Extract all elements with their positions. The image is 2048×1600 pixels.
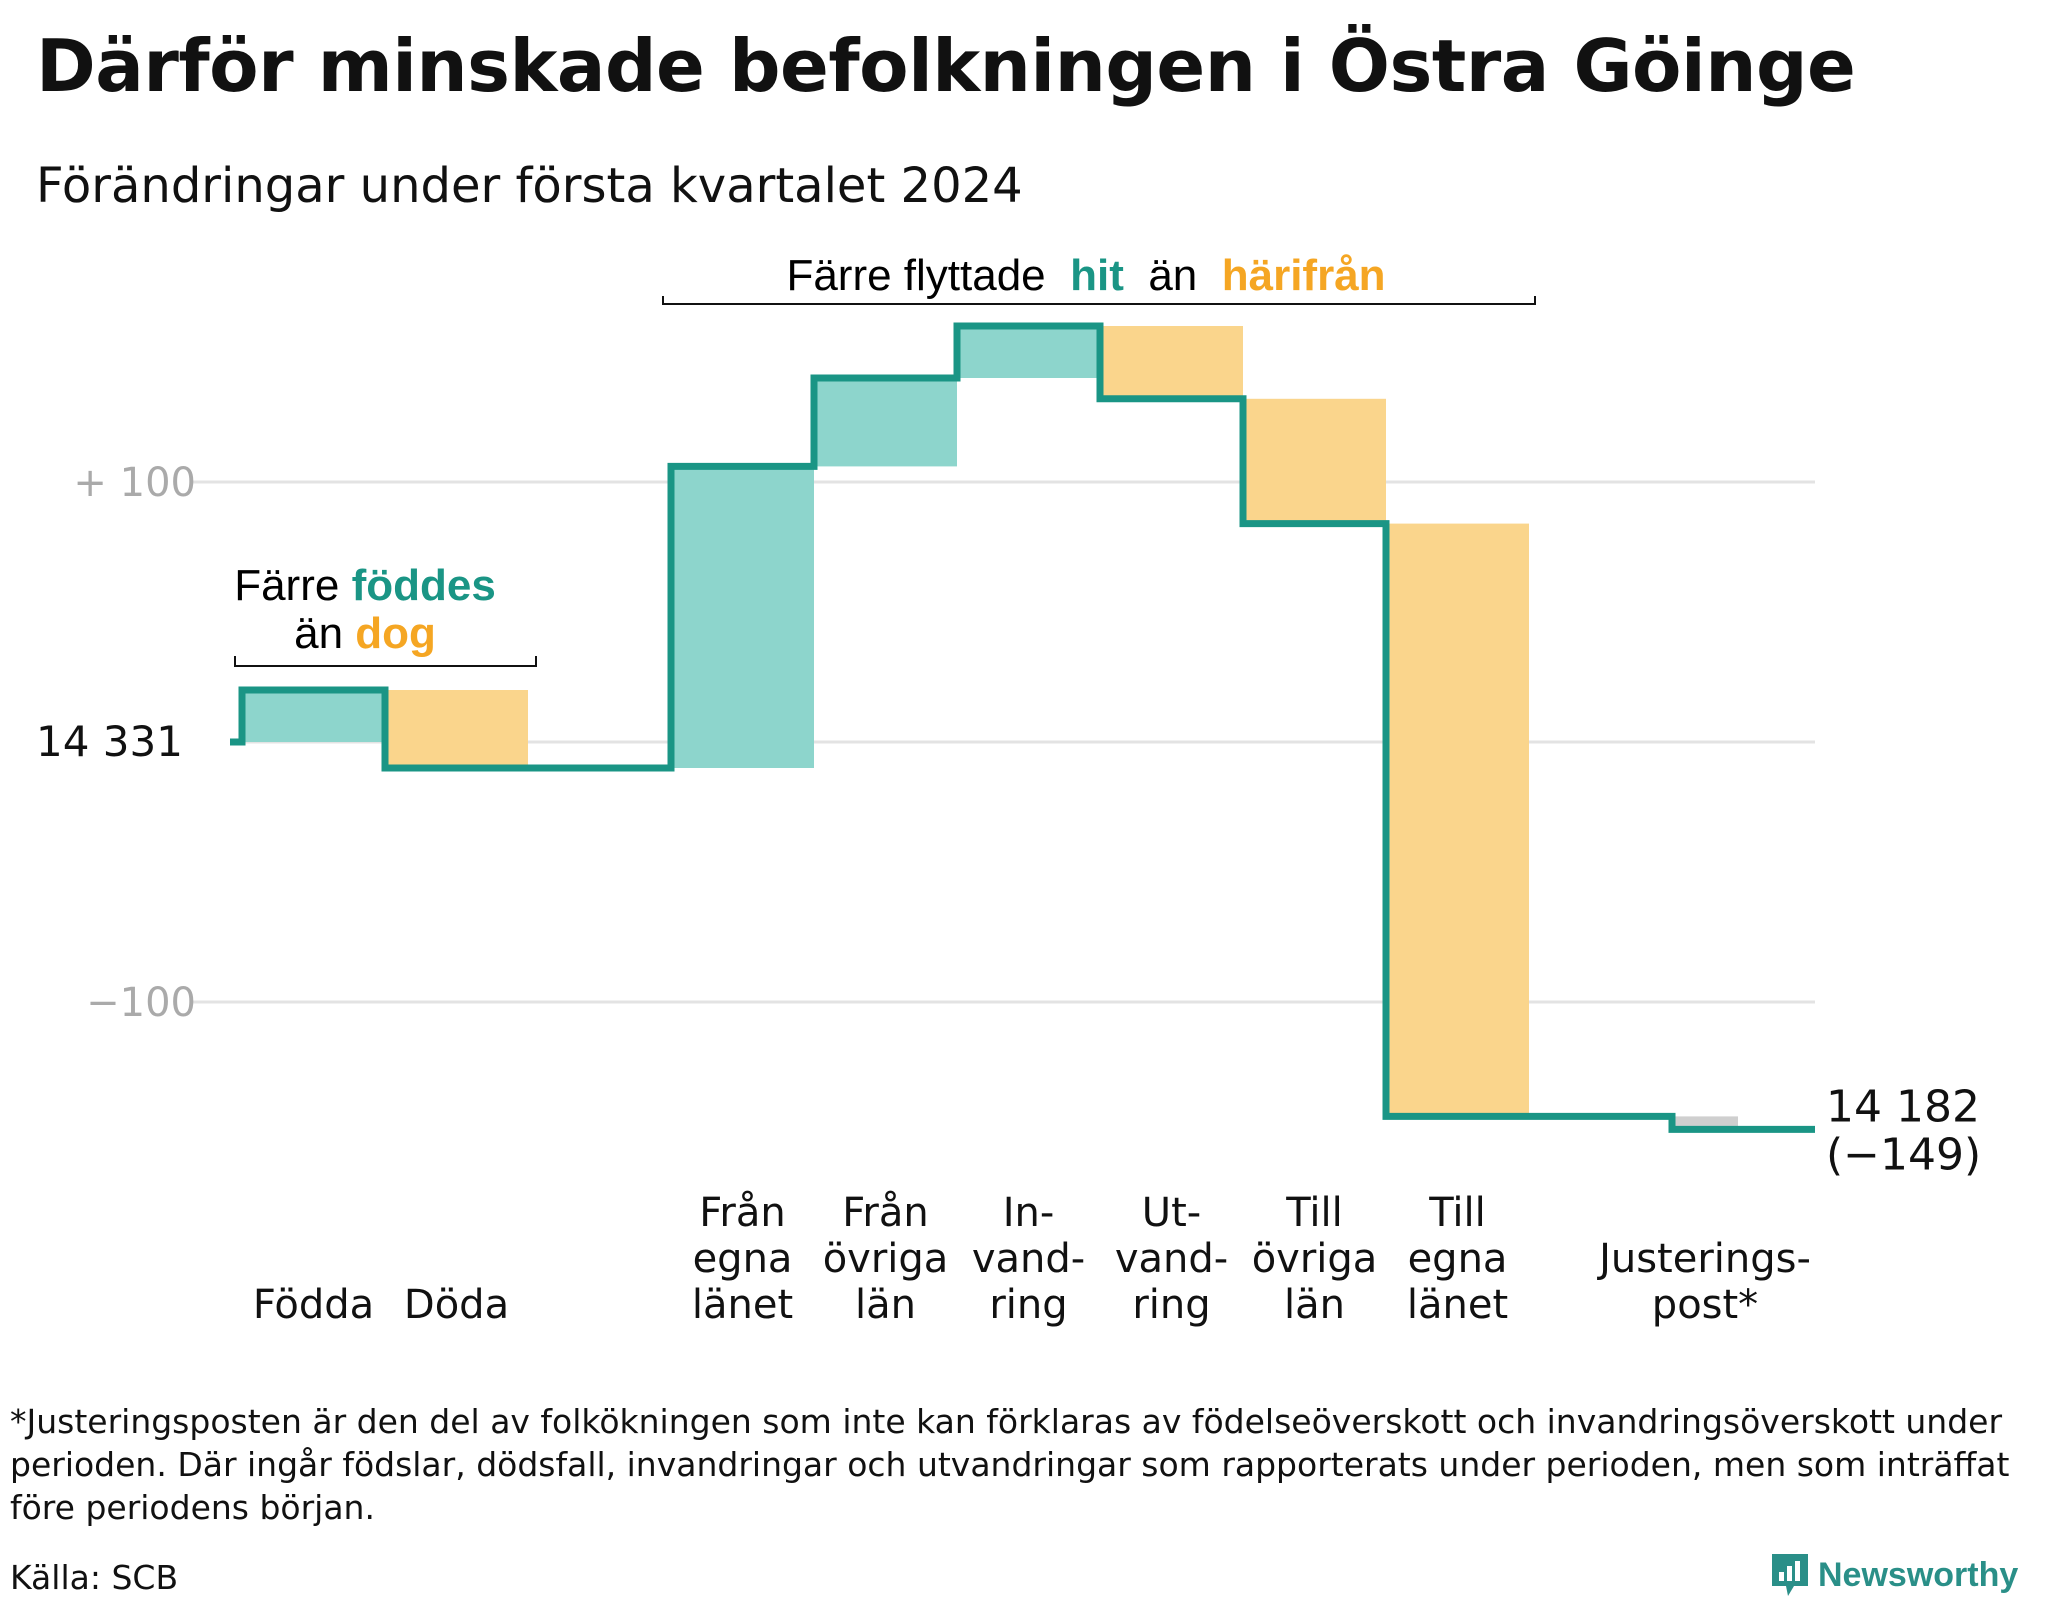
bar-decrease (385, 690, 528, 768)
x-axis-labels: Födda DödaFrånegnalänetFrånövrigalänIn-va… (253, 1190, 1811, 1328)
annotation-highlight: härifrån (1222, 251, 1386, 300)
x-tick-label: vand- (1115, 1236, 1228, 1282)
x-tick-label: Justerings- (1596, 1236, 1811, 1282)
annotation-text: Färre (234, 561, 351, 610)
bar-decrease (1386, 523, 1529, 1117)
bar-increase (671, 466, 814, 768)
annotation-highlight: dog (355, 609, 436, 658)
bars (242, 326, 1738, 1130)
end-change-label: (−149) (1826, 1129, 1981, 1180)
end-value-label: 14 182 (1826, 1081, 1980, 1132)
y-tick-label: −100 (86, 980, 196, 1026)
x-tick-label: vand- (972, 1236, 1085, 1282)
x-tick-label: Till (1285, 1190, 1343, 1236)
annotation-highlight: hit (1070, 251, 1124, 300)
x-tick-label: Från (842, 1190, 928, 1236)
waterfall-chart: 14 331 + 100 −100 14 182(−149) Födda Döda Fr… (36, 251, 1981, 1328)
x-tick-label: ring (989, 1282, 1067, 1328)
step-line (230, 322, 1815, 1133)
gridlines: 14 331 + 100 −100 (36, 460, 1815, 1026)
annotation-text: Färre flyttade (786, 251, 1070, 300)
births-bracket (234, 656, 537, 667)
x-tick-label: ring (1132, 1282, 1210, 1328)
bar-decrease (1243, 398, 1386, 524)
bar-increase (957, 326, 1100, 378)
y-tick-label: + 100 (73, 460, 196, 506)
footnote: *Justeringsposten är den del av folkökni… (10, 1402, 2010, 1527)
start-value-label: 14 331 (36, 717, 183, 766)
bar-increase (242, 690, 385, 742)
bar-increase (814, 378, 957, 467)
bar-decrease (1100, 326, 1243, 399)
annotation-text: än (1124, 251, 1222, 300)
x-tick-label: In- (1003, 1190, 1055, 1236)
x-tick-label: Döda (404, 1282, 509, 1328)
x-tick-label: Födda (253, 1282, 374, 1328)
moves-bracket (662, 296, 1536, 305)
x-tick-label: övriga (823, 1236, 949, 1282)
chart-subtitle: Förändringar under första kvartalet 2024 (36, 158, 1023, 214)
x-tick-label: Från (699, 1190, 785, 1236)
brand-name: Newsworthy (1818, 1555, 2019, 1594)
x-tick-label: län (1284, 1282, 1345, 1328)
x-tick-label: övriga (1252, 1236, 1378, 1282)
source-note: Källa: SCB (10, 1558, 179, 1597)
x-tick-label: Ut- (1142, 1190, 1201, 1236)
annotation-text: än (294, 609, 355, 658)
x-tick-label: post* (1652, 1282, 1758, 1328)
x-tick-label: Till (1428, 1190, 1486, 1236)
x-tick-label: egna (693, 1236, 793, 1282)
x-tick-label: länet (692, 1282, 793, 1328)
births-annotation-line2: än dog (294, 609, 436, 658)
x-tick-label: egna (1408, 1236, 1508, 1282)
running-total-line: 14 182(−149) (230, 322, 1981, 1180)
x-tick-label: länet (1407, 1282, 1508, 1328)
moves-annotation: Färre flyttade hit än härifrån (786, 251, 1385, 300)
x-tick-label: län (855, 1282, 916, 1328)
brand-logo: Newsworthy (1770, 1552, 2018, 1598)
births-annotation-line1: Färre föddes (234, 561, 496, 610)
newsworthy-logo-icon (1772, 1554, 1808, 1596)
annotation-highlight: föddes (352, 561, 496, 610)
chart-title: Därför minskade befolkningen i Östra Göi… (36, 24, 1856, 108)
